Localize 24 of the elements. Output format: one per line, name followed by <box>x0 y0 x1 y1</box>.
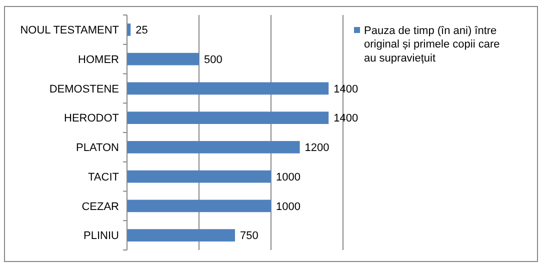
y-tick-label: NOUL TESTAMENT <box>20 24 120 37</box>
bar <box>127 82 329 95</box>
bar <box>127 112 329 124</box>
data-label: 750 <box>240 230 258 242</box>
y-tick-label: DEMOSTENE <box>49 83 119 96</box>
y-tick-label: PLATON <box>76 142 120 154</box>
data-label: 1000 <box>276 200 300 213</box>
data-label: 1000 <box>276 171 300 184</box>
y-tick-label: CEZAR <box>82 200 120 213</box>
y-tick-label: HERODOT <box>64 112 120 125</box>
y-tick-label: HOMER <box>78 54 120 66</box>
bar <box>127 170 271 183</box>
data-label: 1400 <box>334 112 358 125</box>
bar <box>127 52 199 66</box>
bar <box>127 141 300 154</box>
data-label: 1400 <box>334 83 358 96</box>
bar <box>127 200 271 212</box>
data-label: 25 <box>136 24 148 37</box>
y-tick-label: TACIT <box>88 171 120 184</box>
legend-label: Pauza de timp (în ani) între original și primele copii care au supraviețuit <box>364 24 500 64</box>
bar <box>127 229 235 242</box>
data-label: 1200 <box>304 142 330 154</box>
data-label: 500 <box>204 54 222 66</box>
y-tick-label: PLINIU <box>84 230 120 242</box>
